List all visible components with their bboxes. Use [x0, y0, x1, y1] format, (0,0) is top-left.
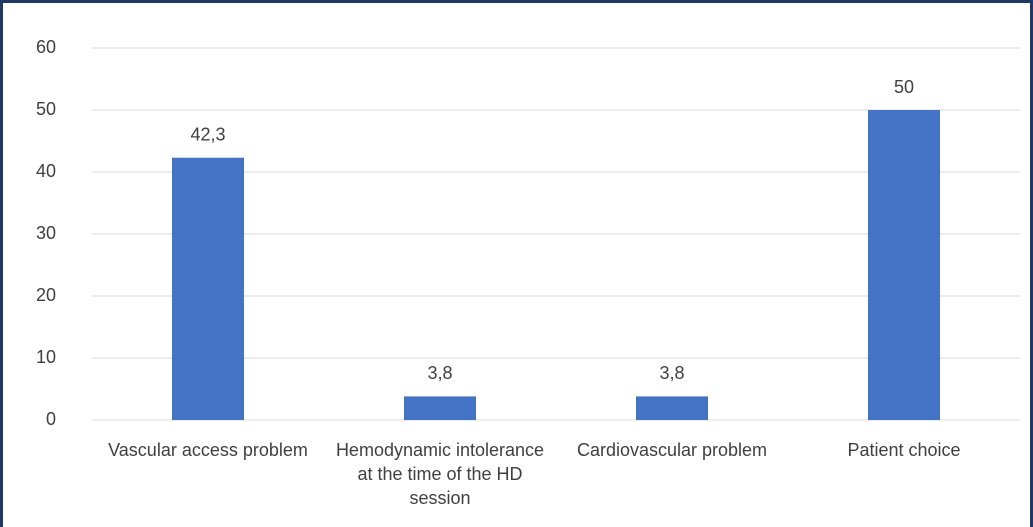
bar: [636, 396, 708, 420]
y-tick-label: 60: [36, 37, 56, 57]
value-label: 3,8: [427, 363, 452, 383]
y-tick-label: 10: [36, 347, 56, 367]
x-tick-label: Patient choice: [847, 440, 961, 460]
x-tick-label: Hemodynamic intolerance at the time of t…: [335, 440, 545, 508]
value-label: 3,8: [659, 363, 684, 383]
y-tick-label: 20: [36, 285, 56, 305]
x-tick-label: Vascular access problem: [108, 440, 308, 460]
bar: [868, 110, 940, 420]
value-label: 50: [894, 77, 914, 97]
y-tick-label: 0: [46, 409, 56, 429]
value-label: 42,3: [190, 124, 225, 144]
bar: [404, 396, 476, 420]
y-tick-label: 30: [36, 223, 56, 243]
y-tick-label: 40: [36, 161, 56, 181]
x-tick-label: Cardiovascular problem: [576, 440, 768, 460]
y-tick-label: 50: [36, 99, 56, 119]
bar: [172, 157, 244, 421]
